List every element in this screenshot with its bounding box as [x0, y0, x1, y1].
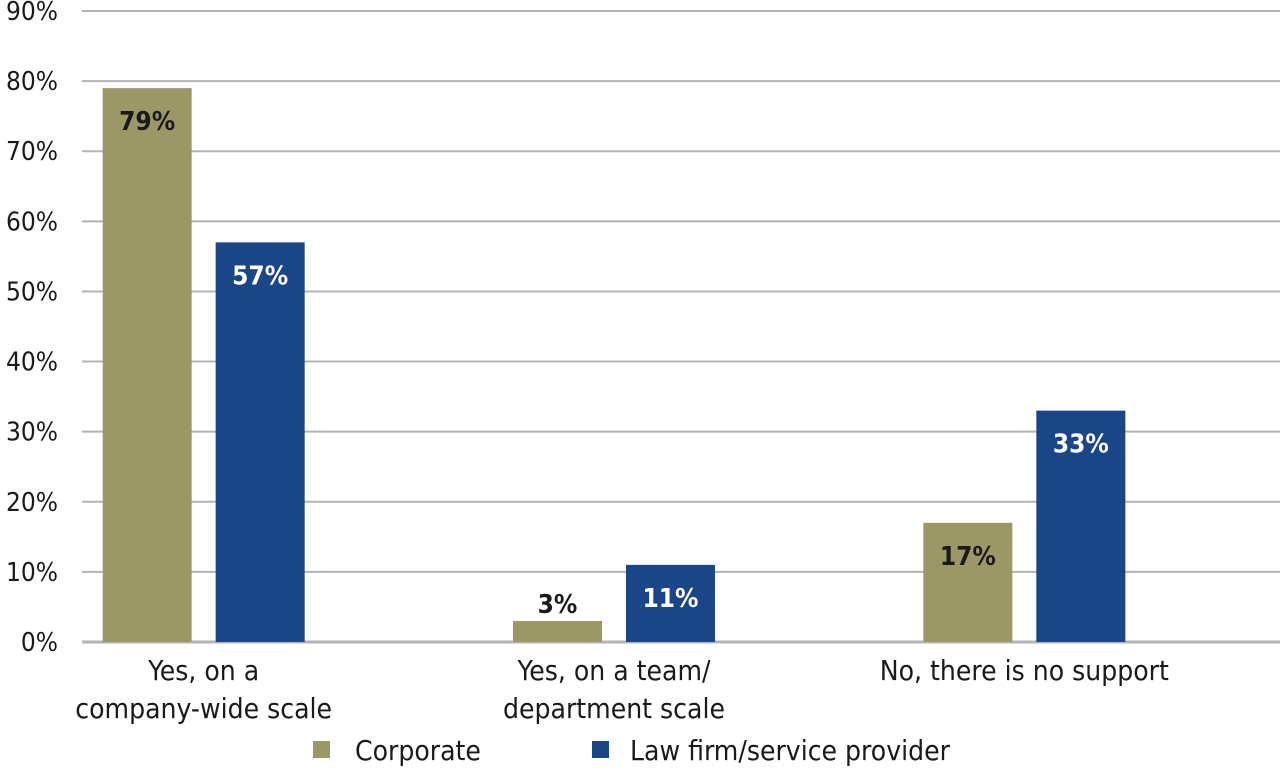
legend-swatch [592, 741, 609, 758]
x-axis: Yes, on a company-wide scale Yes, on a tea… [75, 654, 1169, 725]
y-tick-label: 20% [6, 488, 58, 518]
data-label: 33% [1053, 430, 1109, 460]
y-tick-label: 60% [6, 207, 58, 237]
bar [215, 242, 305, 642]
category-label: Yes, on a [147, 654, 259, 687]
bar [923, 522, 1013, 642]
y-tick-label: 80% [6, 67, 58, 97]
y-tick-label: 50% [6, 277, 58, 307]
legend-swatch [313, 741, 330, 758]
category-label: Yes, on a team/ [517, 654, 711, 687]
bars: 79% 3% 17% 57% 11% 33% [102, 88, 1126, 643]
bar [626, 564, 715, 642]
y-axis: 0% 10% 20% 30% 40% 50% 60% 70% 80% 90% [6, 0, 58, 658]
data-label: 57% [232, 261, 288, 291]
data-label: 3% [538, 590, 578, 620]
data-label: 17% [940, 542, 996, 572]
category-label: company-wide scale [75, 692, 332, 725]
legend-label: Corporate [355, 734, 481, 767]
bar [1036, 410, 1126, 642]
y-tick-label: 10% [6, 558, 58, 588]
y-tick-label: 40% [6, 348, 58, 378]
category-label: department scale [503, 692, 725, 725]
y-tick-label: 70% [6, 137, 58, 167]
bar [513, 620, 602, 642]
legend-label: Law firm/service provider [630, 734, 951, 767]
data-label: 11% [643, 584, 699, 614]
y-tick-label: 30% [6, 418, 58, 448]
data-label: 79% [119, 107, 175, 137]
y-tick-label: 90% [6, 0, 58, 27]
y-tick-label: 0% [21, 628, 58, 658]
bar [102, 88, 192, 643]
category-label: No, there is no support [880, 654, 1169, 687]
legend: Corporate Law firm/service provider [313, 734, 951, 767]
